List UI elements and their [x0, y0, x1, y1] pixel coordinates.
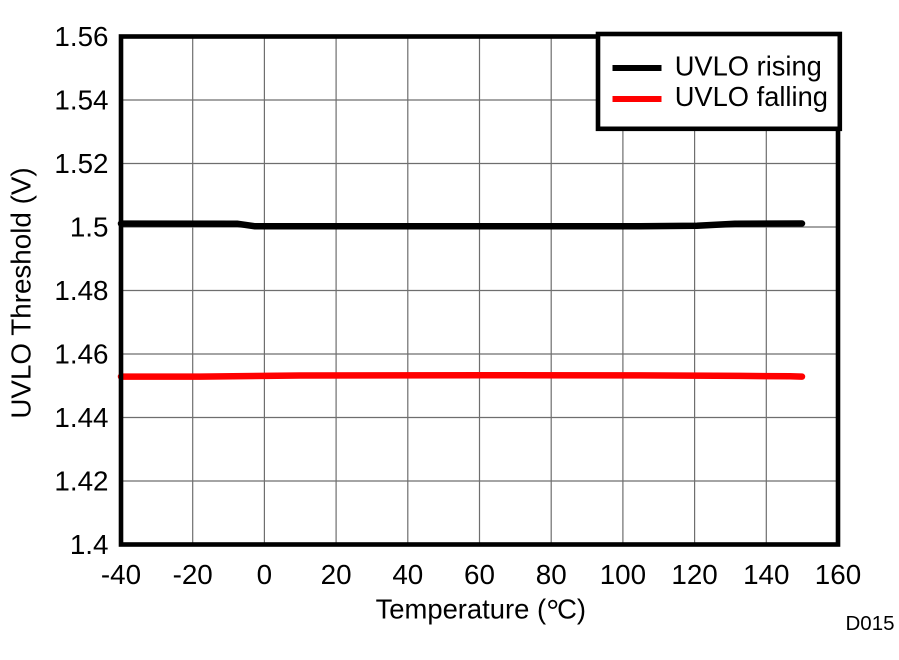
svg-text:20: 20 [321, 559, 352, 590]
svg-text:60: 60 [464, 559, 495, 590]
svg-text:1.44: 1.44 [54, 402, 108, 433]
svg-text:1.42: 1.42 [54, 465, 108, 496]
svg-text:1.4: 1.4 [70, 529, 109, 560]
svg-text:UVLO falling: UVLO falling [675, 81, 828, 112]
svg-text:Temperature (°C): Temperature (°C) [376, 593, 586, 630]
svg-text:120: 120 [671, 559, 717, 590]
svg-text:40: 40 [392, 559, 423, 590]
svg-text:1.5: 1.5 [70, 211, 109, 242]
svg-text:140: 140 [743, 559, 789, 590]
svg-text:1.46: 1.46 [54, 338, 108, 369]
svg-text:0: 0 [257, 559, 272, 590]
svg-text:80: 80 [536, 559, 567, 590]
svg-text:D015: D015 [845, 612, 894, 635]
svg-text:160: 160 [815, 559, 861, 590]
svg-text:1.48: 1.48 [54, 275, 108, 306]
svg-text:UVLO Threshold (V): UVLO Threshold (V) [6, 167, 37, 418]
svg-text:-20: -20 [173, 559, 213, 590]
svg-text:1.52: 1.52 [54, 148, 108, 179]
svg-text:1.54: 1.54 [54, 84, 108, 115]
svg-text:UVLO rising: UVLO rising [675, 51, 822, 82]
svg-text:100: 100 [600, 559, 646, 590]
svg-text:-40: -40 [101, 559, 141, 590]
svg-text:1.56: 1.56 [54, 21, 108, 52]
